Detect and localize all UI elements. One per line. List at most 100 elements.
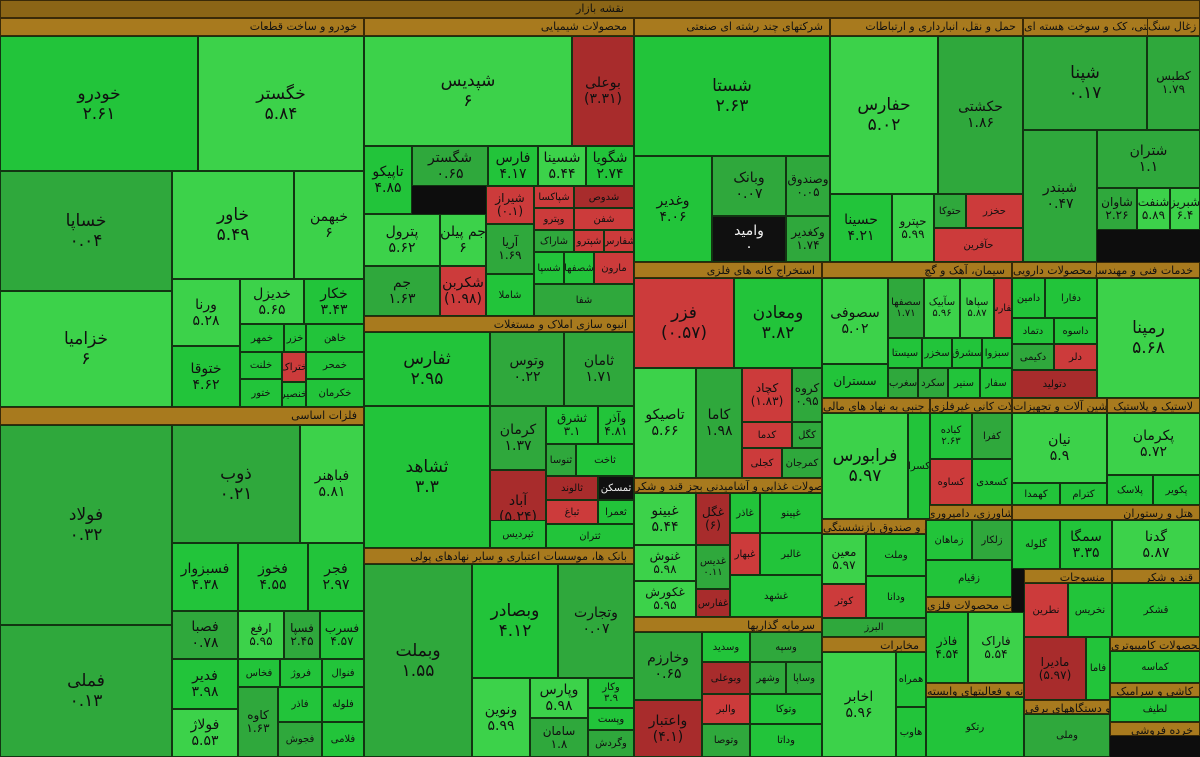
stock-tile[interactable]: شیراز (۰.۱) — [486, 186, 534, 224]
stock-tile[interactable]: وساپا — [786, 662, 822, 694]
stock-tile[interactable]: فولاژ ۵.۵۳ — [172, 709, 238, 757]
stock-tile[interactable]: سامان ۱.۸ — [530, 718, 588, 757]
stock-tile[interactable]: غگل (۶) — [696, 493, 730, 545]
stock-tile[interactable]: شاوان ۲.۲۶ — [1097, 188, 1137, 230]
stock-tile[interactable]: زقیام — [926, 560, 1012, 597]
stock-tile[interactable]: فخاس — [238, 659, 280, 687]
stock-tile[interactable]: خزر — [284, 324, 306, 352]
stock-tile[interactable]: کوثر — [822, 584, 866, 618]
stock-tile[interactable]: دتولید — [1012, 370, 1097, 398]
stock-tile[interactable]: ثعمرا — [598, 500, 634, 524]
stock-tile[interactable]: ثمسکن — [598, 476, 634, 500]
stock-tile[interactable]: وسپه — [750, 632, 822, 662]
stock-tile[interactable]: شگستر ۰.۶۵ — [412, 146, 488, 186]
stock-tile[interactable]: کدما — [742, 422, 792, 448]
stock-tile[interactable]: حآفرین — [934, 228, 1023, 262]
stock-tile[interactable]: سیستا — [888, 338, 922, 368]
stock-tile[interactable]: ارفع ۵.۹۵ — [238, 611, 284, 659]
stock-tile[interactable]: خکرمان — [306, 379, 364, 407]
stock-tile[interactable]: فزر (۰.۵۷) — [634, 278, 734, 368]
stock-tile[interactable]: شستا ۲.۶۳ — [634, 36, 830, 156]
stock-tile[interactable]: کباده ۲.۶۳ — [930, 413, 972, 459]
stock-tile[interactable]: غاذر — [730, 493, 760, 533]
stock-tile[interactable]: شسپا — [534, 252, 564, 284]
stock-tile[interactable]: شاملا — [486, 274, 534, 316]
stock-tile[interactable]: فلوله — [322, 687, 364, 722]
stock-tile[interactable]: فدیر ۳.۹۸ — [172, 659, 238, 709]
stock-tile[interactable]: شپاکسا — [534, 186, 574, 208]
stock-tile[interactable]: البرز — [822, 618, 926, 637]
stock-tile[interactable]: حسینا ۴.۲۱ — [830, 194, 892, 262]
stock-tile[interactable]: خمهر — [240, 324, 284, 352]
stock-tile[interactable]: کهمدا — [1012, 483, 1060, 505]
stock-tile[interactable]: دامین — [1012, 278, 1045, 318]
stock-tile[interactable]: شتران ۱.۱ — [1097, 130, 1200, 188]
stock-tile[interactable]: فاذر ۴.۵۴ — [926, 612, 968, 683]
stock-tile[interactable]: ثشاهد ۳.۳ — [364, 406, 490, 548]
stock-tile[interactable]: ثامان ۱.۷۱ — [564, 332, 634, 406]
stock-tile[interactable]: فاذر — [278, 687, 322, 722]
stock-tile[interactable]: غپینو — [760, 493, 822, 533]
stock-tile[interactable]: نیان ۵.۹ — [1012, 413, 1107, 483]
stock-tile[interactable]: خودرو ۲.۶۱ — [0, 36, 198, 171]
stock-tile[interactable]: وتوکا — [750, 694, 822, 724]
stock-tile[interactable]: غبینو ۵.۴۴ — [634, 493, 696, 545]
stock-tile[interactable]: شفا — [534, 284, 634, 316]
stock-tile[interactable]: آریا ۱.۶۹ — [486, 224, 534, 274]
stock-tile[interactable]: سآبیک ۵.۹۶ — [924, 278, 960, 338]
stock-tile[interactable]: وکغدیر ۱.۷۴ — [786, 216, 830, 262]
stock-tile[interactable]: سبزوا — [982, 338, 1012, 368]
stock-tile[interactable]: کماسه — [1110, 651, 1200, 683]
stock-tile[interactable]: شپنا ۰.۱۷ — [1023, 36, 1147, 130]
stock-tile[interactable]: نطرین — [1024, 583, 1068, 637]
stock-tile[interactable]: شنفت ۵.۸۹ — [1137, 188, 1170, 230]
stock-tile[interactable]: گلوله — [1012, 520, 1060, 569]
stock-tile[interactable]: دکیمی — [1012, 344, 1054, 370]
stock-tile[interactable]: خزامیا ۶ — [0, 291, 172, 407]
stock-tile[interactable]: وپست — [588, 708, 634, 730]
stock-tile[interactable]: وتوصا — [702, 724, 750, 757]
stock-tile[interactable]: سفار — [980, 368, 1012, 398]
stock-tile[interactable]: کساوه — [930, 459, 972, 505]
stock-tile[interactable]: هاوب — [896, 707, 926, 757]
stock-tile[interactable]: کمرجان — [782, 448, 822, 478]
stock-tile[interactable]: حکشتی ۱.۸۶ — [938, 36, 1023, 194]
stock-tile[interactable]: کروه ۰.۹۵ — [792, 368, 822, 422]
stock-tile[interactable]: ومعادن ۳.۸۲ — [734, 278, 822, 368]
stock-tile[interactable]: حپترو ۵.۹۹ — [892, 194, 934, 262]
stock-tile[interactable]: وصندوق ۰.۰۵ — [786, 156, 830, 216]
stock-tile[interactable]: غشهد — [730, 575, 822, 617]
stock-tile[interactable]: فصبا ۰.۷۸ — [172, 611, 238, 659]
stock-tile[interactable]: وبملت ۱.۵۵ — [364, 564, 472, 757]
stock-tile[interactable]: حخزر — [966, 194, 1023, 228]
stock-tile[interactable]: غفارس — [696, 589, 730, 617]
stock-tile[interactable]: همراه — [896, 652, 926, 707]
stock-tile[interactable]: شسینا ۵.۴۴ — [538, 146, 586, 186]
stock-tile[interactable]: قشکر — [1112, 583, 1200, 637]
stock-tile[interactable]: پکویر — [1153, 475, 1200, 505]
stock-tile[interactable]: وداتا — [750, 724, 822, 757]
stock-tile[interactable]: غبهار — [730, 533, 760, 575]
stock-tile[interactable]: کچاد (۱.۸۳) — [742, 368, 792, 422]
stock-tile[interactable]: لطیف — [1110, 697, 1200, 722]
stock-tile[interactable]: وشهر — [750, 662, 786, 694]
stock-tile[interactable]: خاهن — [306, 324, 364, 352]
stock-tile[interactable]: حتوکا — [934, 194, 966, 228]
stock-tile[interactable]: گدنا ۵.۸۷ — [1112, 520, 1200, 569]
stock-tile[interactable]: فملی ۰.۱۳ — [0, 625, 172, 757]
stock-tile[interactable]: خنصیر — [282, 382, 306, 407]
stock-tile[interactable]: شفن — [574, 208, 634, 230]
stock-tile[interactable]: ختوقا ۴.۶۲ — [172, 346, 240, 407]
stock-tile[interactable]: وتوس ۰.۲۲ — [490, 332, 564, 406]
stock-tile[interactable]: کاوه ۱.۶۳ — [238, 687, 278, 757]
stock-tile[interactable]: سمگا ۳.۳۵ — [1060, 520, 1112, 569]
stock-tile[interactable]: داسوه — [1054, 318, 1097, 344]
stock-tile[interactable]: ثتران — [546, 524, 634, 548]
stock-tile[interactable]: سنیر — [948, 368, 980, 398]
stock-tile[interactable]: فلامی — [322, 722, 364, 757]
stock-tile[interactable]: سخزر — [922, 338, 952, 368]
stock-tile[interactable]: بوعلی (۳.۳۱) — [572, 36, 634, 146]
stock-tile[interactable]: وبوعلی — [702, 662, 750, 694]
stock-tile[interactable]: شپترو — [574, 230, 604, 252]
stock-tile[interactable]: پکرمان ۵.۷۲ — [1107, 413, 1200, 475]
